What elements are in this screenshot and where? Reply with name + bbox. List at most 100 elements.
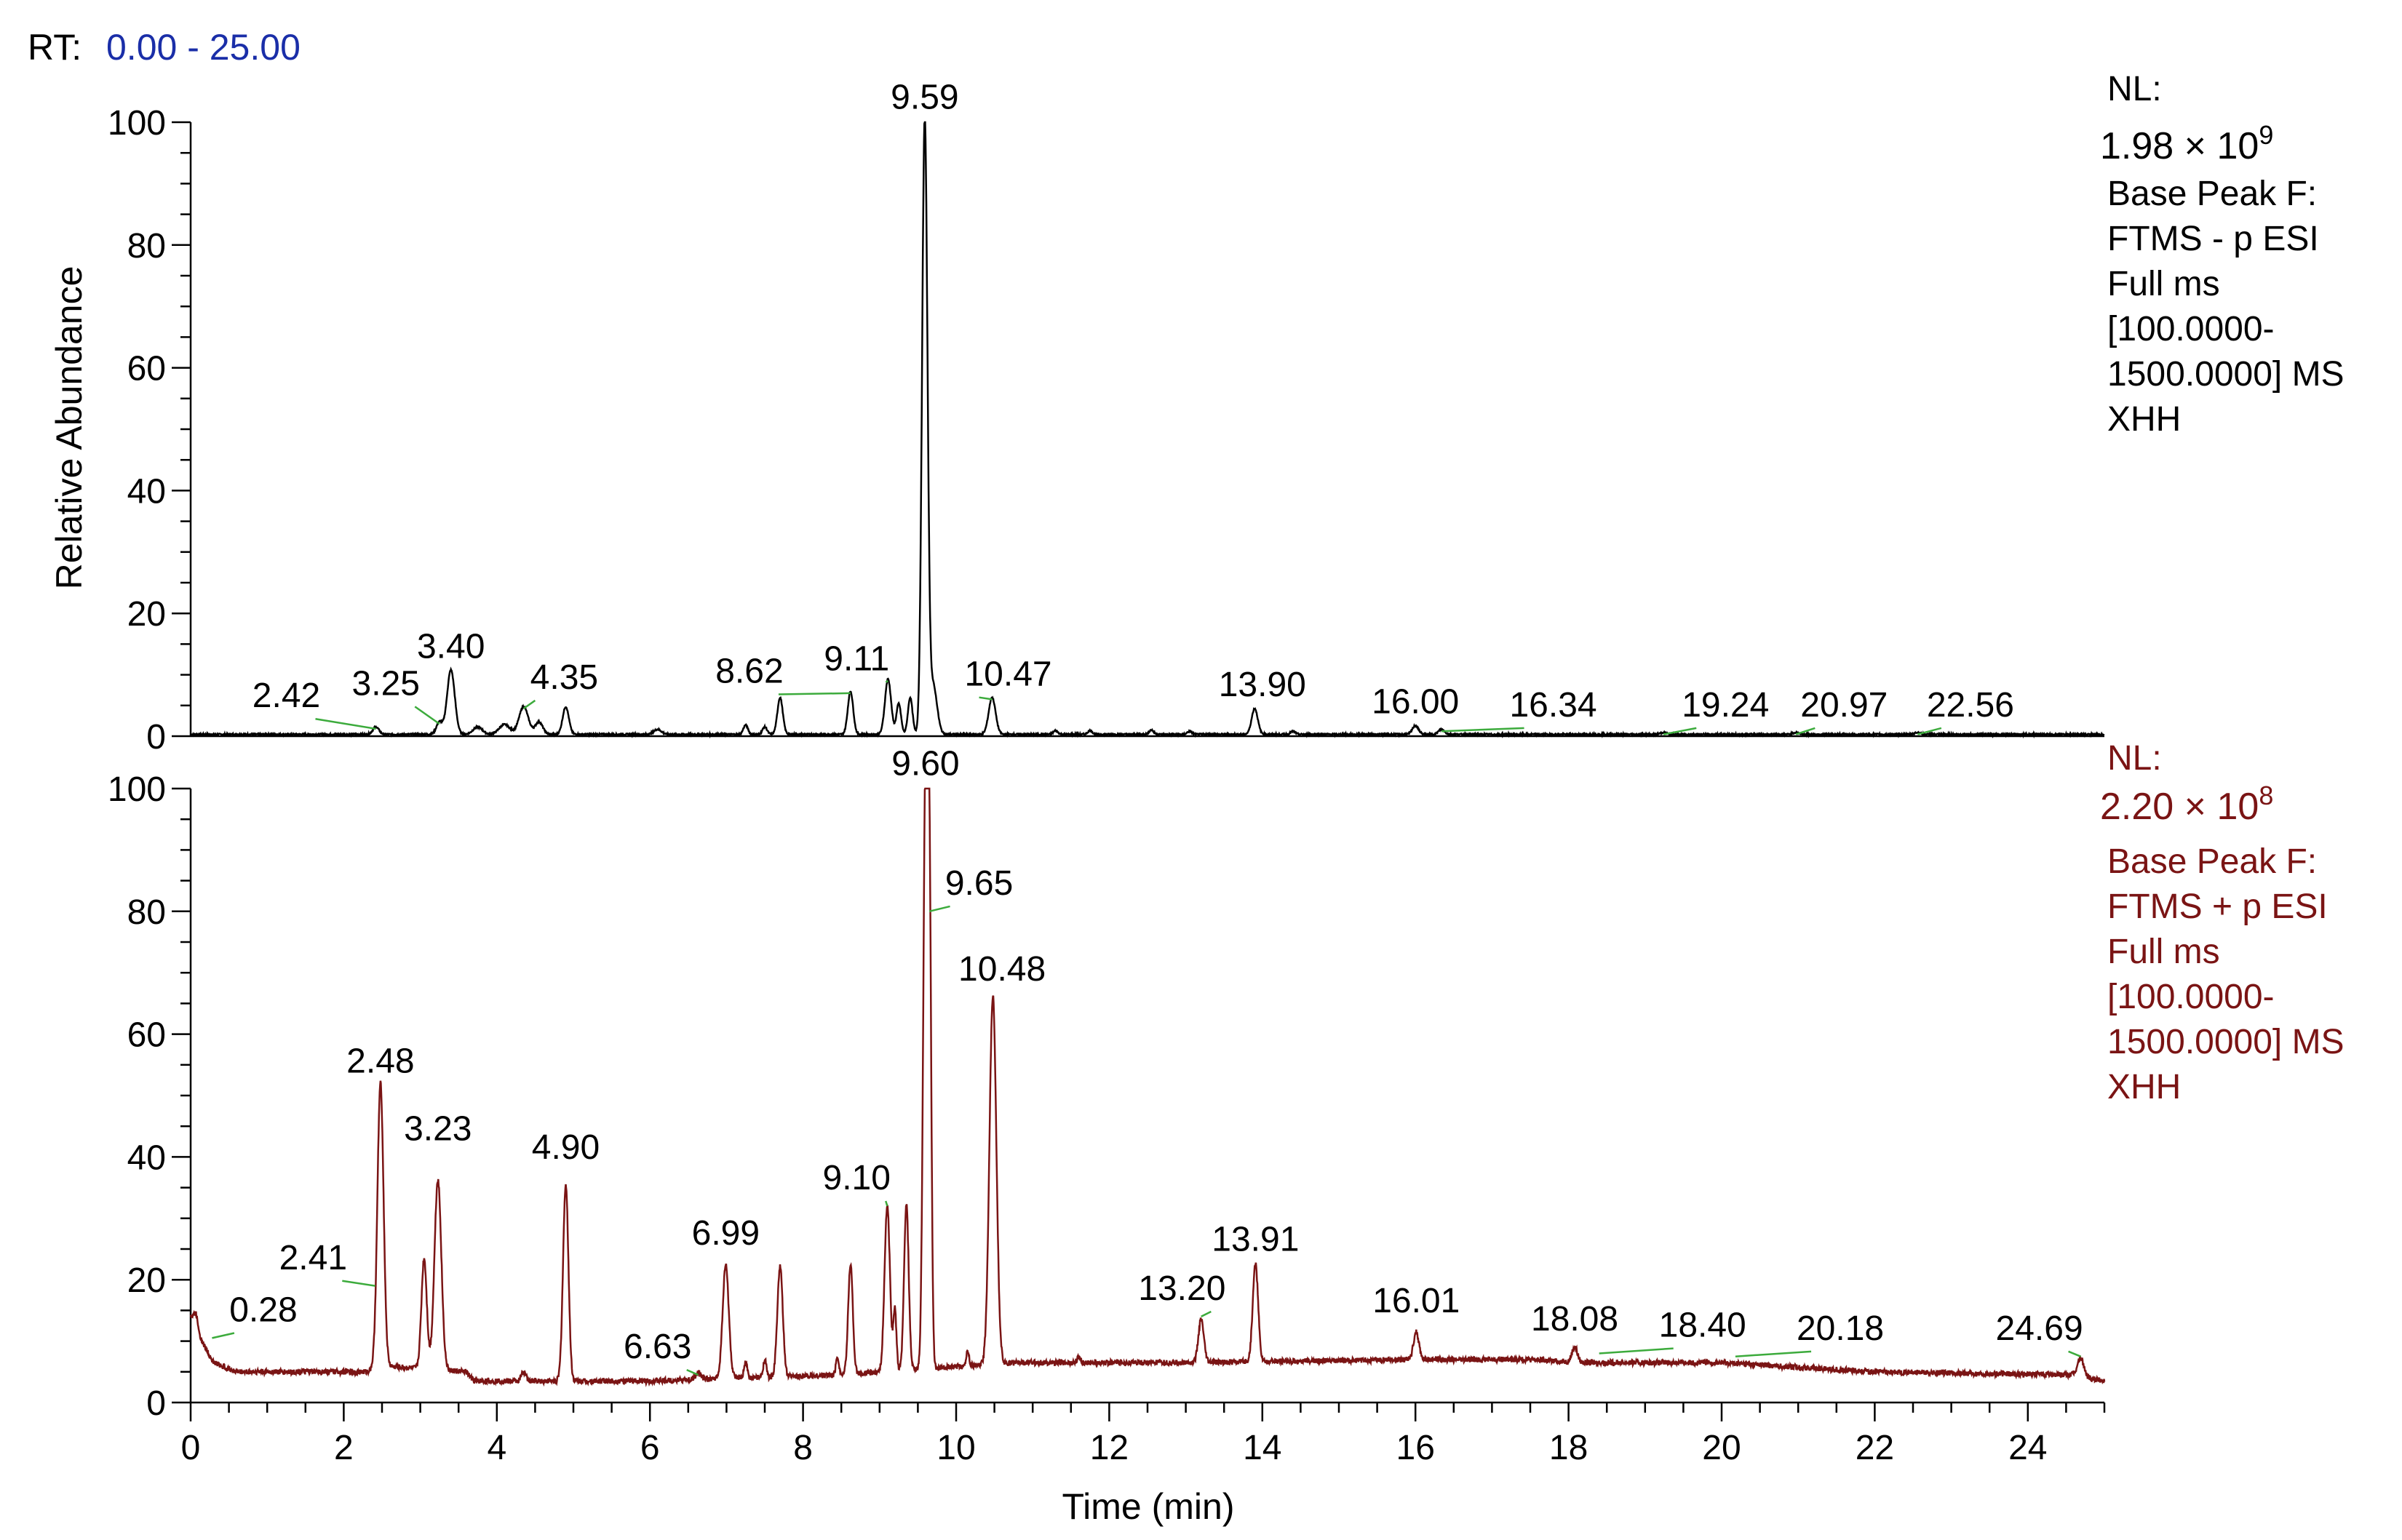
bottom-peak-label: 2.48 [346,1042,414,1081]
bottom-peak-label: 18.40 [1659,1306,1746,1345]
top-peak-label: 22.56 [1927,686,2014,725]
top-peak-label: 16.34 [1509,686,1596,725]
top-peak-label: 3.40 [417,628,485,666]
top-nl-mantissa: 1.98 × 10 [2100,125,2259,167]
x-tick-label: 24 [2008,1429,2047,1467]
x-tick-label: 6 [640,1429,660,1467]
top-nl-label: NL: [2107,70,2162,108]
bottom-info-line-5: XHH [2107,1068,2181,1106]
bottom-peak-label: 6.63 [624,1328,691,1366]
top-panel: 0 20 40 60 80 100 2.42 3.253.40 4.35 8.62 9.11 9.5… [108,70,2345,757]
bottom-peak-label: 9.60 [891,744,959,783]
rt-label: RT: [28,27,81,68]
top-peak-label: 19.24 [1682,686,1769,725]
top-y-tick-label: 40 [127,472,166,511]
top-label-leader [414,706,440,725]
top-nl-value: 1.98 × 109 [2100,120,2273,167]
top-label-leader [1917,727,1942,735]
bottom-peak-label: 6.99 [692,1214,760,1253]
top-peak-label: 9.11 [824,640,889,679]
bottom-label-leader [928,905,950,913]
bottom-peak-label: 9.65 [945,864,1013,903]
bottom-peak-label: 0.28 [229,1291,297,1330]
top-peak-label: 13.90 [1219,666,1306,704]
bottom-y-tick-label: 0 [146,1384,166,1423]
x-axis-label: Time (min) [1062,1486,1234,1527]
rt-range: 0.00 - 25.00 [106,27,301,68]
top-peak-label: 3.25 [352,664,420,703]
bottom-label-leader [1735,1350,1812,1357]
top-peak-label: 2.42 [252,677,320,715]
bottom-peak-label: 18.08 [1531,1300,1618,1338]
bottom-y-tick-label: 20 [127,1261,166,1300]
bottom-label-leader [885,1200,888,1207]
bottom-peak-label: 3.23 [404,1110,472,1149]
bottom-peak-label: 4.90 [532,1128,600,1167]
top-label-leader [1441,727,1524,733]
top-label-leader [885,679,888,683]
bottom-info-box: NL: 2.20 × 108 Base Peak F: FTMS + p ESI… [2100,739,2345,1106]
top-label-leader [315,718,376,730]
bottom-peak-labels: 0.28 2.41 2.48 3.23 4.90 6.63 6.99 9.10 9.60 9.65… [212,744,2083,1376]
top-y-tick-label: 0 [146,718,166,757]
bottom-trace-line [189,787,2106,1388]
bottom-peak-label: 13.91 [1212,1220,1299,1258]
top-peak-labels: 2.42 3.253.40 4.35 8.62 9.11 9.59 10.47 13.90 16… [252,78,2014,735]
bottom-peak-label: 20.18 [1797,1309,1884,1348]
x-tick-label: 10 [936,1429,975,1467]
bottom-nl-label: NL: [2107,739,2162,778]
bottom-peak-label: 9.10 [823,1159,891,1197]
bottom-peak-label: 16.01 [1372,1282,1460,1320]
top-label-leader [1663,727,1697,735]
bottom-peak-label: 10.48 [958,950,1046,989]
top-peak-label: 9.59 [891,78,958,116]
bottom-peak-label: 24.69 [1996,1309,2083,1348]
bottom-label-leader [212,1332,235,1339]
top-axes: 0 20 40 60 80 100 [108,104,2104,757]
top-y-tick-label: 80 [127,227,166,266]
y-axis-label: Relative Abundance [49,266,90,590]
top-info-line-2: Full ms [2107,265,2220,303]
bottom-peak-label: 2.41 [279,1239,347,1277]
bottom-label-leader [2068,1350,2081,1357]
x-tick-label: 14 [1243,1429,1281,1467]
bottom-info-line-3: [100.0000- [2107,978,2275,1016]
x-tick-label: 2 [334,1429,354,1467]
top-info-line-4: 1500.0000] MS [2107,355,2345,394]
bottom-info-line-1: FTMS + p ESI [2107,887,2328,926]
top-info-box: NL: 1.98 × 109 Base Peak F: FTMS - p ESI… [2100,70,2345,439]
x-tick-label: 4 [487,1429,506,1467]
top-trace-line [190,121,2105,739]
x-tick-label: 20 [1702,1429,1741,1467]
top-label-leader [778,692,851,695]
top-label-leader [979,696,993,701]
top-y-tick-label: 100 [108,104,166,143]
top-info-line-3: [100.0000- [2107,310,2275,348]
bottom-info-line-2: Full ms [2107,933,2220,971]
top-info-line-5: XHH [2107,400,2181,439]
x-tick-label: 18 [1549,1429,1588,1467]
top-info-line-0: Base Peak F: [2107,175,2317,213]
bottom-label-leader [1599,1347,1674,1355]
bottom-peak-label: 13.20 [1138,1269,1225,1308]
bottom-nl-exponent: 8 [2259,781,2273,810]
top-peak-label: 16.00 [1372,683,1459,722]
x-tick-label: 8 [793,1429,813,1467]
top-peak-label: 8.62 [715,652,783,690]
bottom-label-leader [342,1280,375,1287]
x-tick-label: 0 [181,1429,201,1467]
bottom-nl-value: 2.20 × 108 [2100,781,2273,828]
bottom-y-tick-label: 100 [108,770,166,809]
x-tick-label: 12 [1090,1429,1129,1467]
bottom-info-line-0: Base Peak F: [2107,842,2317,881]
top-label-leader [1795,727,1816,735]
bottom-y-tick-label: 80 [127,893,166,932]
bottom-label-leader [686,1368,699,1376]
top-nl-exponent: 9 [2259,120,2273,150]
top-peak-label: 10.47 [964,655,1051,694]
top-peak-label: 20.97 [1800,686,1888,725]
